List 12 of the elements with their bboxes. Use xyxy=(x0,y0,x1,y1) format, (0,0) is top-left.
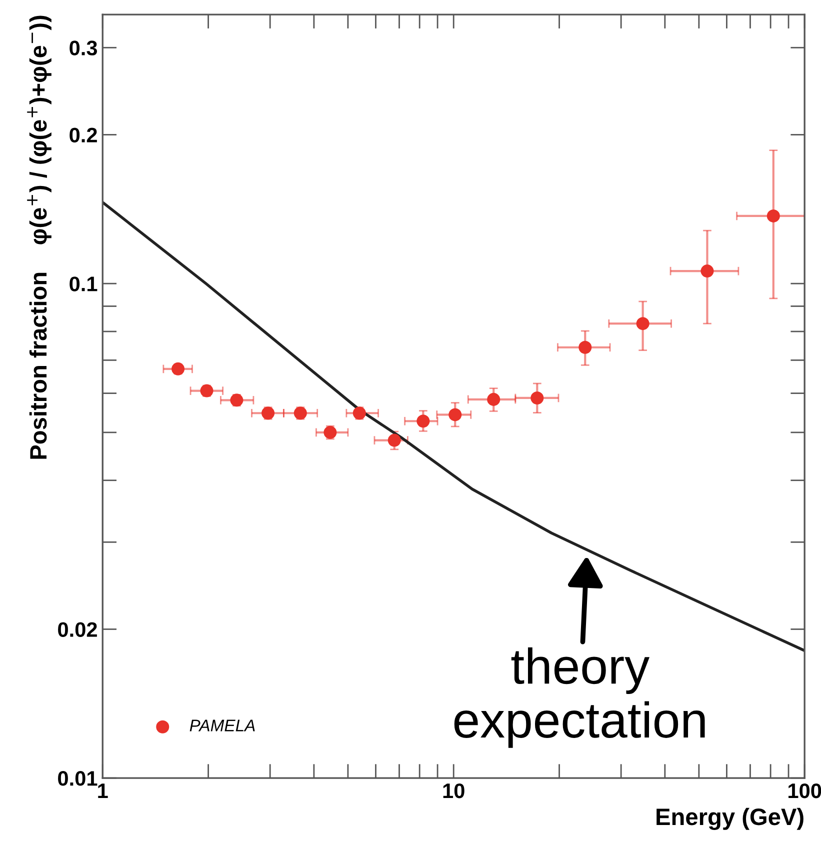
x-tick-label: 100 xyxy=(788,783,821,798)
x-axis-title: Energy (GeV) xyxy=(656,808,804,830)
y-tick-label: 0.01 xyxy=(58,771,98,786)
y-tick-label: 0.1 xyxy=(70,276,98,292)
y-tick-label: 0.02 xyxy=(58,622,97,637)
y-axis-title: Positron fraction φ(e$^{+}$) / (φ(e$^{+}$)+φ(e$^{−}$)) xyxy=(27,16,52,459)
x-tick-label: 1 xyxy=(98,784,108,798)
y-tick-label: 0.2 xyxy=(70,128,97,142)
legend-label: PAMELA xyxy=(190,720,255,732)
x-tick-label: 10 xyxy=(443,783,464,798)
annotation: theory expectation xyxy=(454,647,705,748)
y-tick-label: 0.3 xyxy=(70,40,98,56)
